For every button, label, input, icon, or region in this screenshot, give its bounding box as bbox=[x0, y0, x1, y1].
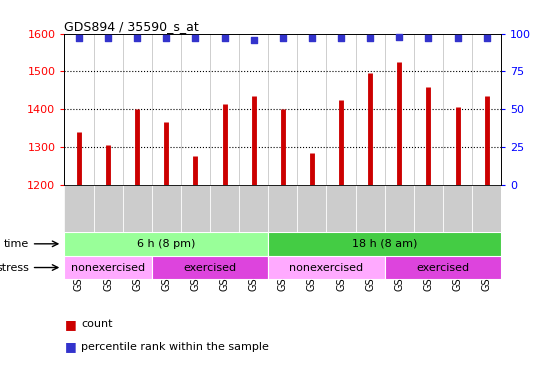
Text: percentile rank within the sample: percentile rank within the sample bbox=[81, 342, 269, 352]
Text: count: count bbox=[81, 320, 113, 329]
Point bbox=[191, 35, 200, 41]
Text: ■: ■ bbox=[64, 318, 76, 331]
Bar bbox=[64, 232, 268, 256]
Point bbox=[162, 35, 171, 41]
Bar bbox=[268, 232, 501, 256]
Text: exercised: exercised bbox=[417, 262, 469, 273]
Point bbox=[104, 35, 113, 41]
Bar bbox=[152, 256, 268, 279]
Bar bbox=[64, 256, 152, 279]
Point bbox=[74, 35, 83, 41]
Point bbox=[220, 35, 229, 41]
Text: stress: stress bbox=[0, 262, 30, 273]
Text: GDS894 / 35590_s_at: GDS894 / 35590_s_at bbox=[64, 20, 199, 33]
Text: time: time bbox=[4, 239, 30, 249]
Point bbox=[249, 37, 258, 43]
Text: ■: ■ bbox=[64, 340, 76, 353]
Text: 18 h (8 am): 18 h (8 am) bbox=[352, 239, 417, 249]
Point bbox=[133, 35, 142, 41]
Text: nonexercised: nonexercised bbox=[71, 262, 145, 273]
Point bbox=[278, 35, 287, 41]
Point bbox=[366, 35, 375, 41]
Point bbox=[424, 35, 433, 41]
Point bbox=[337, 35, 346, 41]
Text: exercised: exercised bbox=[184, 262, 236, 273]
Point bbox=[307, 35, 316, 41]
Point bbox=[482, 35, 491, 41]
Point bbox=[395, 34, 404, 40]
Bar bbox=[268, 256, 385, 279]
Bar bbox=[385, 256, 501, 279]
Text: 6 h (8 pm): 6 h (8 pm) bbox=[137, 239, 195, 249]
Text: nonexercised: nonexercised bbox=[290, 262, 363, 273]
Point bbox=[453, 35, 462, 41]
